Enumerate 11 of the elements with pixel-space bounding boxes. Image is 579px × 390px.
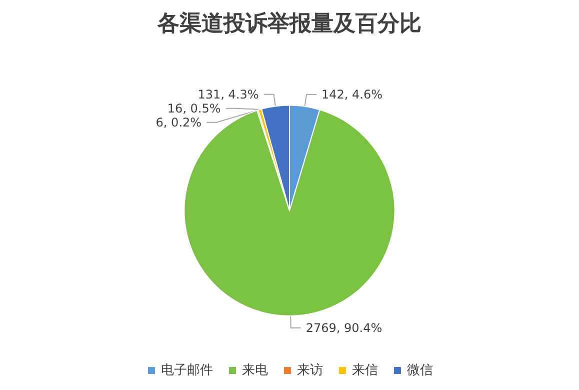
data-label: 6, 0.2% bbox=[156, 115, 202, 130]
data-label: 16, 0.5% bbox=[167, 101, 221, 116]
data-label: 131, 4.3% bbox=[198, 87, 259, 102]
data-label: 142, 4.6% bbox=[322, 88, 383, 102]
legend-label: 电子邮件 bbox=[161, 363, 213, 378]
data-label: 2769, 90.4% bbox=[306, 320, 382, 335]
legend-label: 来信 bbox=[352, 363, 378, 378]
legend-label: 来电 bbox=[242, 363, 268, 378]
legend-label: 来访 bbox=[297, 362, 323, 378]
legend-label: 微信 bbox=[407, 363, 433, 378]
chart-title: 各渠道投诉举报量及百分比 bbox=[156, 10, 422, 36]
